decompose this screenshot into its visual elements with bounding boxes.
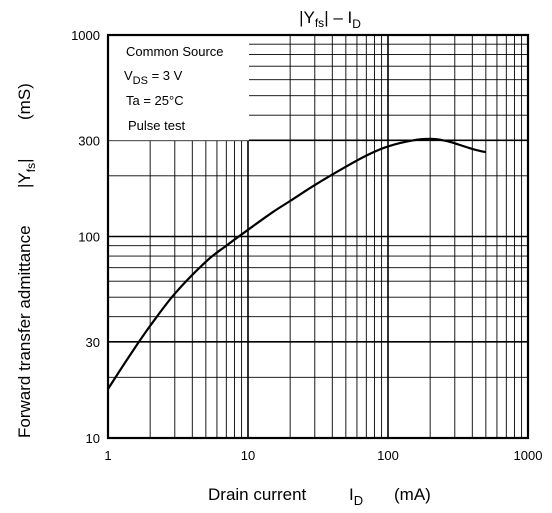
x-tick-label: 1000 bbox=[514, 448, 543, 463]
y-tick-labels: 10 30 100 300 1000 bbox=[71, 28, 100, 446]
condition-vds: VDS = 3 V bbox=[124, 68, 183, 87]
chart-title: |Yfs| – ID bbox=[299, 8, 361, 31]
y-axis-label: Forward transfer admittance bbox=[15, 225, 34, 438]
y-tick-label: 300 bbox=[78, 133, 100, 148]
x-axis-unit: (mA) bbox=[394, 485, 431, 504]
x-tick-label: 10 bbox=[241, 448, 255, 463]
condition-pulse: Pulse test bbox=[128, 118, 185, 133]
y-tick-label: 10 bbox=[86, 431, 100, 446]
series-line bbox=[107, 137, 487, 390]
x-tick-label: 1 bbox=[104, 448, 111, 463]
y-tick-label: 100 bbox=[78, 230, 100, 245]
x-axis-label: Drain current bbox=[208, 485, 307, 504]
x-tick-label: 100 bbox=[377, 448, 399, 463]
conditions-box bbox=[109, 36, 249, 141]
plot-frame bbox=[106, 33, 530, 440]
x-tick-labels: 1 10 100 1000 bbox=[104, 448, 542, 463]
condition-common-source: Common Source bbox=[126, 44, 224, 59]
condition-ta: Ta = 25°C bbox=[126, 93, 184, 108]
x-axis-symbol: ID bbox=[349, 485, 363, 508]
y-axis-unit: (mS) bbox=[15, 83, 34, 120]
y-tick-label: 1000 bbox=[71, 28, 100, 43]
y-tick-label: 30 bbox=[86, 335, 100, 350]
y-axis-symbol: |Yfs| bbox=[15, 158, 38, 188]
